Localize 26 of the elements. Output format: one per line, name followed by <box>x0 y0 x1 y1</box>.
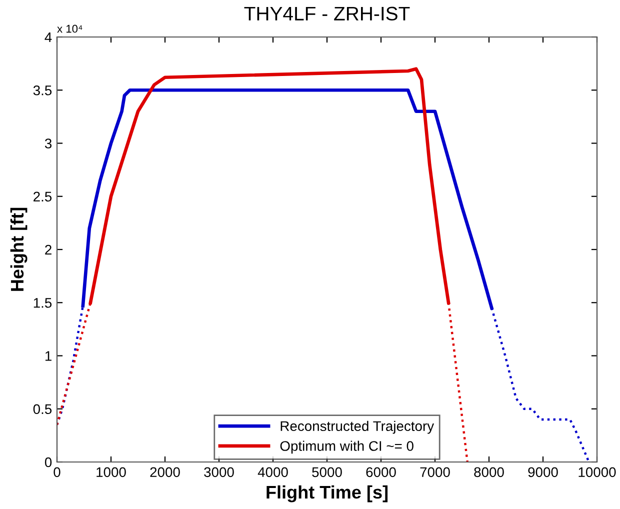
y-tick-label: 4 <box>44 32 52 42</box>
y-tick-label: 0.5 <box>33 404 52 414</box>
x-tick-label: 7000 <box>420 467 450 478</box>
x-tick-label: 3000 <box>204 467 234 478</box>
y-tick-label: 3 <box>44 138 52 148</box>
x-tick-label: 10000 <box>578 467 616 478</box>
x-tick-label: 4000 <box>258 467 288 478</box>
y-tick-label: 1 <box>45 351 52 361</box>
x-tick-label: 2000 <box>150 467 180 478</box>
y-tick-label: 3.5 <box>33 85 52 96</box>
text: x 10⁴ <box>57 24 82 33</box>
y-tick-label: 2.5 <box>34 192 52 202</box>
x-tick-label: 9000 <box>528 467 558 478</box>
chart-title: THY4LF - ZRH-IST <box>244 6 410 21</box>
legend-label: Reconstructed Trajectory <box>280 420 434 434</box>
x-tick-label: 0 <box>54 467 60 478</box>
x-tick-label: 6000 <box>366 467 396 478</box>
x-tick-label: 1000 <box>96 467 126 478</box>
y-tick-label: 0 <box>44 457 52 468</box>
y-tick-label: 1.5 <box>34 298 52 308</box>
x-axis-title: Flight Time [s] <box>266 485 388 502</box>
legend-label: Optimum with CI ~= 0 <box>280 440 414 454</box>
x-tick-label: 5000 <box>312 467 342 478</box>
y-tick-label: 2 <box>45 244 52 255</box>
y-axis-title: Height [ft] <box>10 208 28 291</box>
x-tick-label: 8000 <box>474 467 504 478</box>
